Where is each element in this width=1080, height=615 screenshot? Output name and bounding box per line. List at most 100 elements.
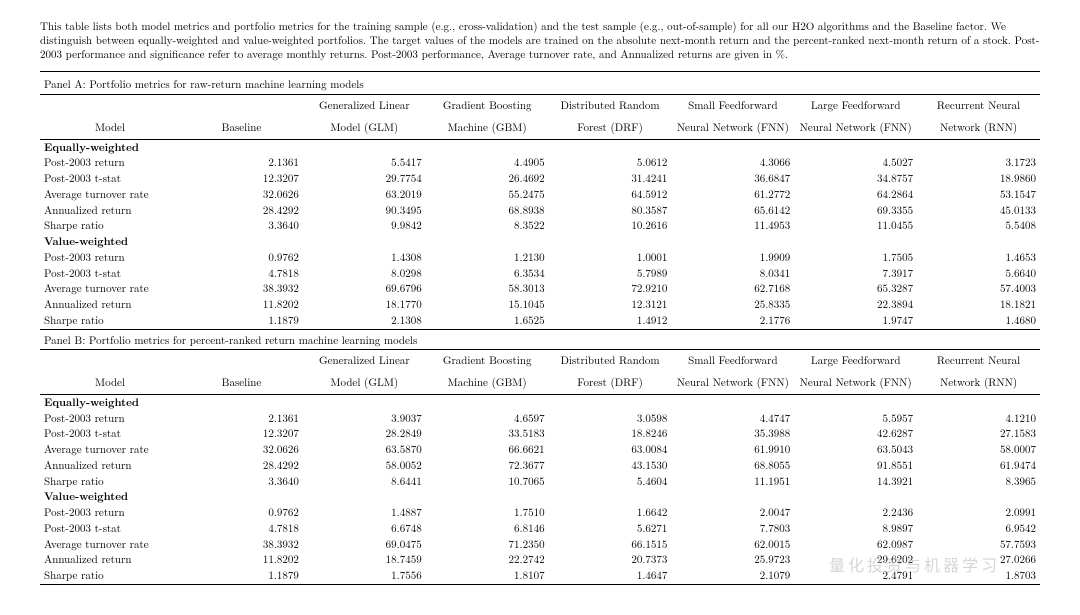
metric-value: 4.7818 xyxy=(180,521,303,537)
metric-value: 58.3013 xyxy=(426,281,549,297)
col-rnn: Recurrent Neural xyxy=(917,95,1040,117)
metric-value: 31.4241 xyxy=(549,171,672,187)
metric-value: 69.3355 xyxy=(794,203,917,219)
panel-title: Panel B: Portfolio metrics for percent-r… xyxy=(40,329,1040,350)
col-gbm: Gradient Boosting xyxy=(426,350,549,372)
metric-value: 4.4747 xyxy=(671,411,794,427)
metric-value: 3.3640 xyxy=(180,474,303,490)
metric-value: 90.3495 xyxy=(303,203,426,219)
metric-value: 63.5870 xyxy=(303,442,426,458)
section-eq: Equally-weighted xyxy=(40,139,1040,155)
metric-value: 1.7505 xyxy=(794,250,917,266)
metric-value: 6.3534 xyxy=(426,266,549,282)
metric-value: 55.2475 xyxy=(426,187,549,203)
col-gbm: Gradient Boosting xyxy=(426,95,549,117)
metric-value: 15.1045 xyxy=(426,297,549,313)
metric-value: 57.4003 xyxy=(917,281,1040,297)
metric-value: 68.8055 xyxy=(671,458,794,474)
metric-value: 4.5027 xyxy=(794,155,917,171)
metric-value: 63.2019 xyxy=(303,187,426,203)
metric-value: 20.7373 xyxy=(549,552,672,568)
metric-value: 12.3207 xyxy=(180,171,303,187)
metric-value: 2.1361 xyxy=(180,155,303,171)
metric-value: 53.1547 xyxy=(917,187,1040,203)
metric-value: 5.0612 xyxy=(549,155,672,171)
metric-value: 11.4953 xyxy=(671,218,794,234)
metric-value: 1.4308 xyxy=(303,250,426,266)
metric-value: 11.0455 xyxy=(794,218,917,234)
metric-value: 64.2864 xyxy=(794,187,917,203)
metric-value: 1.4647 xyxy=(549,568,672,584)
metric-value: 64.5912 xyxy=(549,187,672,203)
metric-value: 10.2616 xyxy=(549,218,672,234)
metric-label: Sharpe ratio xyxy=(40,474,180,490)
metric-label: Annualized return xyxy=(40,552,180,568)
metric-value: 65.3287 xyxy=(794,281,917,297)
metric-value: 29.6202 xyxy=(794,552,917,568)
metric-value: 6.6748 xyxy=(303,521,426,537)
metric-label: Post-2003 return xyxy=(40,250,180,266)
metric-value: 3.9037 xyxy=(303,411,426,427)
metric-label: Sharpe ratio xyxy=(40,218,180,234)
metric-value: 6.8146 xyxy=(426,521,549,537)
metric-value: 5.4604 xyxy=(549,474,672,490)
metric-label: Post-2003 t-stat xyxy=(40,426,180,442)
metric-value: 2.1079 xyxy=(671,568,794,584)
metric-value: 38.3932 xyxy=(180,537,303,553)
metric-value: 2.0047 xyxy=(671,505,794,521)
metric-value: 1.9747 xyxy=(794,313,917,329)
metric-value: 63.0084 xyxy=(549,442,672,458)
metric-value: 27.1583 xyxy=(917,426,1040,442)
metric-value: 10.7065 xyxy=(426,474,549,490)
metric-value: 1.6642 xyxy=(549,505,672,521)
metric-value: 18.7459 xyxy=(303,552,426,568)
metric-value: 12.3121 xyxy=(549,297,672,313)
metric-value: 8.3522 xyxy=(426,218,549,234)
metric-value: 4.6597 xyxy=(426,411,549,427)
metric-value: 2.1776 xyxy=(671,313,794,329)
metric-value: 69.0475 xyxy=(303,537,426,553)
metric-value: 34.8757 xyxy=(794,171,917,187)
metric-value: 3.0598 xyxy=(549,411,672,427)
col-glm: Generalized Linear xyxy=(303,95,426,117)
metric-value: 11.1951 xyxy=(671,474,794,490)
metric-value: 22.2742 xyxy=(426,552,549,568)
metric-value: 32.0626 xyxy=(180,187,303,203)
section-vw: Value-weighted xyxy=(40,489,1040,505)
metric-value: 80.3587 xyxy=(549,203,672,219)
col-baseline: Baseline xyxy=(180,372,303,394)
metric-label: Post-2003 t-stat xyxy=(40,521,180,537)
panel-title: Panel A: Portfolio metrics for raw-retur… xyxy=(40,74,1040,94)
metric-value: 3.1723 xyxy=(917,155,1040,171)
metric-value: 61.9910 xyxy=(671,442,794,458)
metric-value: 1.8107 xyxy=(426,568,549,584)
metric-value: 36.6847 xyxy=(671,171,794,187)
col-model: Model xyxy=(40,372,180,394)
metric-value: 28.4292 xyxy=(180,203,303,219)
metric-value: 72.9210 xyxy=(549,281,672,297)
metric-value: 4.3066 xyxy=(671,155,794,171)
metric-value: 62.7168 xyxy=(671,281,794,297)
col-sfnn: Small Feedforward xyxy=(671,350,794,372)
metric-value: 35.3988 xyxy=(671,426,794,442)
metric-value: 28.4292 xyxy=(180,458,303,474)
metric-value: 71.2350 xyxy=(426,537,549,553)
metric-value: 18.9860 xyxy=(917,171,1040,187)
metric-value: 63.5043 xyxy=(794,442,917,458)
metric-value: 5.5957 xyxy=(794,411,917,427)
metric-label: Post-2003 return xyxy=(40,411,180,427)
metric-value: 22.3894 xyxy=(794,297,917,313)
metric-value: 26.4692 xyxy=(426,171,549,187)
metric-value: 8.9897 xyxy=(794,521,917,537)
metric-value: 2.2436 xyxy=(794,505,917,521)
metric-value: 62.0987 xyxy=(794,537,917,553)
metric-value: 25.8335 xyxy=(671,297,794,313)
metric-value: 38.3932 xyxy=(180,281,303,297)
metric-value: 1.1879 xyxy=(180,568,303,584)
metric-value: 42.6287 xyxy=(794,426,917,442)
metric-value: 27.0266 xyxy=(917,552,1040,568)
metric-label: Post-2003 t-stat xyxy=(40,171,180,187)
metric-label: Post-2003 return xyxy=(40,505,180,521)
metric-label: Average turnover rate xyxy=(40,442,180,458)
metric-value: 12.3207 xyxy=(180,426,303,442)
